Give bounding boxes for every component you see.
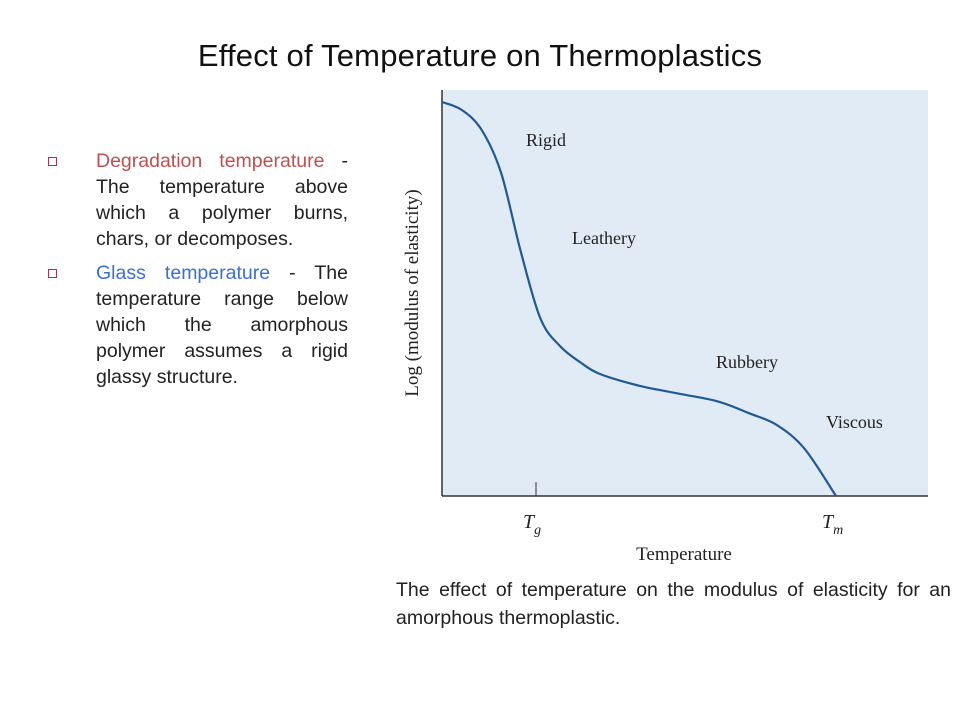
tm-subscript: m [833,523,843,538]
tm-base: T [822,511,835,533]
bullet-degradation-temperature: Degradation temperature - The temperatur… [44,148,348,252]
x-tick-label-tm: Tm [822,511,843,538]
bullet-list: Degradation temperature - The temperatur… [44,148,348,398]
region-label-leathery: Leathery [572,228,636,248]
region-label-rigid: Rigid [526,130,566,150]
term-degradation-temperature: Degradation temperature [96,150,325,172]
square-bullet-icon [48,269,57,278]
modulus-curve [441,100,837,497]
x-axis-label: Temperature [636,544,732,565]
bullet-separator: - [324,150,348,172]
figure-caption: The effect of temperature on the modulus… [396,579,951,629]
slide-title: Effect of Temperature on Thermoplastics [197,38,763,73]
plot-area [442,90,928,496]
y-axis-label: Log (modulus of elasticity) [402,189,423,396]
tg-subscript: g [534,523,541,538]
region-label-rubbery: Rubbery [716,352,778,372]
modulus-temperature-chart: Rigid Leathery Rubbery Viscous Tg Tm Tem… [402,90,928,565]
definition-glass-temperature: The temperature range below which the am… [96,262,348,388]
region-label-viscous: Viscous [826,412,883,432]
x-tick-label-tg: Tg [523,511,541,538]
bullet-glass-temperature: Glass temperature - The temperature rang… [44,260,348,390]
bullet-separator: - [270,262,315,284]
term-glass-temperature: Glass temperature [96,262,271,284]
tg-base: T [523,511,536,533]
square-bullet-icon [48,157,57,166]
definition-degradation-temperature: The temperature above which a polymer bu… [96,176,348,250]
